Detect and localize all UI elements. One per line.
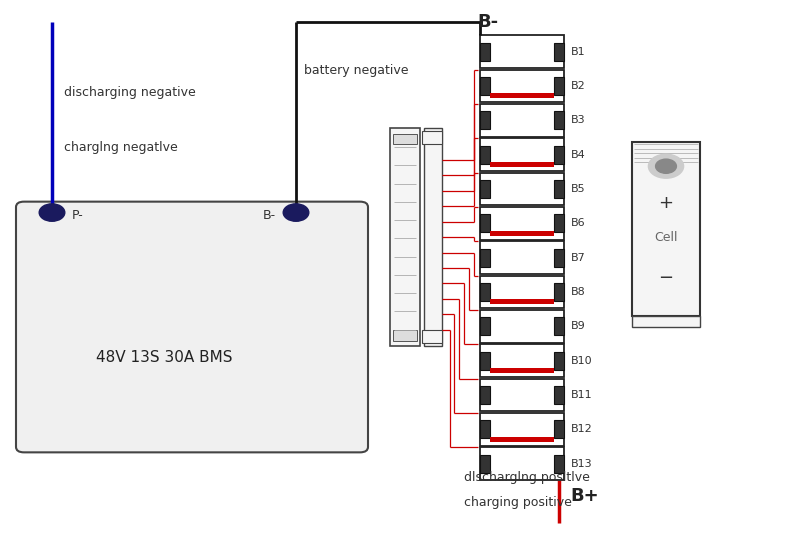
Bar (554, 111, 564, 129)
Bar (480, 138, 564, 171)
Bar (490, 162, 554, 167)
Bar (490, 299, 554, 304)
Text: B6: B6 (570, 219, 585, 228)
Bar (632, 142, 700, 316)
Text: discharging negative: discharging negative (64, 86, 196, 99)
Bar (480, 43, 490, 60)
Text: B10: B10 (570, 356, 592, 366)
Bar (554, 180, 564, 198)
Text: dlscharglng posltlve: dlscharglng posltlve (464, 471, 590, 485)
Bar (480, 455, 490, 473)
Bar (490, 93, 554, 98)
Bar (422, 330, 442, 343)
Circle shape (283, 204, 309, 221)
Text: B2: B2 (570, 81, 585, 91)
Bar (393, 134, 417, 144)
Bar (490, 368, 554, 373)
Text: B7: B7 (570, 253, 585, 263)
Text: B11: B11 (570, 390, 592, 400)
Bar (554, 77, 564, 95)
Text: B4: B4 (570, 150, 585, 160)
Bar (480, 276, 564, 308)
Bar (480, 173, 564, 205)
Bar (480, 317, 490, 335)
Text: B13: B13 (570, 459, 592, 469)
Bar (554, 43, 564, 60)
Bar (490, 231, 554, 235)
Bar (554, 146, 564, 164)
Bar (480, 241, 564, 274)
Text: charging positive: charging positive (464, 496, 572, 509)
Bar (480, 207, 564, 240)
Bar (480, 146, 490, 164)
Text: B12: B12 (570, 425, 592, 434)
Bar (554, 249, 564, 267)
Bar (480, 283, 490, 301)
Text: battery negative: battery negative (304, 64, 409, 77)
Bar (554, 352, 564, 370)
Bar (480, 379, 564, 411)
Text: +: + (658, 193, 674, 212)
Bar (554, 317, 564, 335)
Bar (480, 352, 490, 370)
Text: B8: B8 (570, 287, 585, 297)
Bar (480, 35, 564, 68)
Circle shape (648, 154, 683, 178)
Text: B1: B1 (570, 47, 585, 57)
Bar (480, 447, 564, 480)
Bar (424, 128, 442, 346)
Bar (480, 344, 564, 377)
Text: B-: B- (263, 209, 276, 222)
Bar (480, 104, 564, 137)
Bar (422, 131, 442, 144)
Bar (554, 386, 564, 404)
Circle shape (39, 204, 65, 221)
Circle shape (655, 159, 677, 173)
Bar (490, 437, 554, 441)
Bar (480, 180, 490, 198)
Text: P-: P- (72, 209, 84, 222)
Bar (480, 70, 564, 102)
Text: Cell: Cell (654, 231, 678, 244)
Text: B3: B3 (570, 116, 585, 125)
Text: B5: B5 (570, 184, 585, 194)
Text: −: − (658, 269, 674, 287)
Text: B9: B9 (570, 322, 585, 331)
Text: B-: B- (478, 13, 498, 31)
Bar (632, 316, 700, 327)
Text: charglng negatlve: charglng negatlve (64, 141, 178, 154)
Bar (480, 77, 490, 95)
Bar (554, 455, 564, 473)
Bar (554, 420, 564, 438)
Text: 48V 13S 30A BMS: 48V 13S 30A BMS (95, 349, 232, 365)
Bar (554, 214, 564, 232)
Text: B+: B+ (570, 487, 599, 505)
Bar (480, 413, 564, 446)
Bar (393, 330, 417, 341)
Bar (480, 386, 490, 404)
Bar (480, 420, 490, 438)
Bar (480, 214, 490, 232)
Bar (480, 310, 564, 343)
Bar (480, 249, 490, 267)
Bar (554, 283, 564, 301)
Bar (390, 128, 420, 346)
FancyBboxPatch shape (16, 202, 368, 452)
Bar (480, 111, 490, 129)
